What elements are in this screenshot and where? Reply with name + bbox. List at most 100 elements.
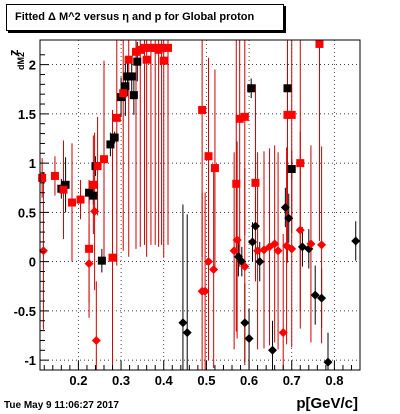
red-square-marker [100,155,108,164]
red-square-marker [240,112,249,121]
red-diamond-marker [295,225,305,235]
x-tick-label: 0.4 [155,373,174,388]
black-square-marker [89,191,98,200]
y-tick-label: 0.5 [18,205,36,220]
black-square-marker [106,140,115,149]
black-square-marker [127,72,136,81]
y-tick-label: 0 [29,255,36,270]
red-square-marker [315,39,324,48]
y-tick-label: 1.5 [18,107,36,122]
black-diamond-marker [268,345,278,355]
black-square-marker [129,91,138,100]
red-square-marker [124,55,133,64]
red-diamond-marker [270,239,280,249]
x-tick-label: 0.5 [197,373,215,388]
y-tick-label: -1 [24,353,36,368]
red-square-marker [119,89,128,98]
error-bars [41,40,357,370]
red-diamond-marker [232,235,242,245]
x-tick-label: 0.3 [112,373,130,388]
red-square-marker [146,43,155,52]
red-diamond-marker [278,328,288,338]
red-square-marker [76,195,85,204]
red-square-marker [132,47,140,56]
black-square-marker [283,84,292,93]
black-diamond-marker [182,328,192,338]
red-diamond-marker [38,246,48,256]
black-diamond-marker [317,293,327,303]
red-square-marker [108,253,117,262]
red-diamond-marker [287,244,297,254]
red-diamond-marker [253,246,263,256]
black-diamond-marker [240,318,250,328]
red-square-marker [59,185,68,194]
black-square-marker [61,180,70,189]
black-diamond-marker [280,202,290,212]
red-square-marker [283,110,292,119]
red-diamond-marker [90,206,100,216]
y-tick-label: -0.5 [14,304,36,319]
red-square-marker [140,43,149,52]
red-diamond-marker [209,265,219,275]
red-square-marker [287,110,296,119]
black-square-marker [123,72,132,81]
black-diamond-marker [250,221,260,231]
black-square-marker [133,57,142,66]
timestamp-footer: Tue May 9 11:06:27 2017 [4,400,119,411]
black-diamond-marker [178,318,188,328]
red-square-marker [85,244,94,253]
red-square-marker [235,114,244,123]
red-diamond-marker [200,286,210,296]
black-diamond-marker [255,257,265,267]
black-diamond-marker [244,333,254,343]
red-square-marker [204,152,213,161]
chart-title: Fitted Δ M^2 versus η and p for Global p… [15,11,255,23]
red-square-marker [68,198,76,207]
y-tick-label: 2 [29,58,36,73]
red-square-marker [157,43,166,52]
red-square-marker [89,180,98,189]
grid-lines [40,40,360,370]
red-diamond-marker [91,335,101,345]
y-tick-label: 1 [29,156,36,171]
plot-frame [39,39,361,371]
red-diamond-marker [84,259,94,269]
red-diamond-marker [317,240,327,250]
x-axis-label: p[GeV/c] [296,395,358,412]
red-diamond-marker [204,257,214,267]
black-diamond-marker [247,237,257,247]
red-square-marker [210,164,219,173]
red-diamond-marker [306,239,316,249]
black-square-marker [247,84,256,93]
black-diamond-marker [323,357,333,367]
black-diamond-marker [284,213,294,223]
x-tick-label: 0.2 [69,373,87,388]
black-diamond-marker [310,290,320,300]
black-square-marker [97,256,106,265]
black-diamond-marker [351,236,361,246]
red-square-marker [159,56,168,65]
red-square-marker [142,55,151,64]
red-square-marker [112,113,121,122]
black-square-marker [121,82,130,91]
red-square-marker [232,179,241,188]
black-square-marker [287,165,296,174]
red-square-marker [198,105,207,114]
x-tick-label: 0.6 [240,373,258,388]
x-tick-label: 0.7 [283,373,301,388]
red-diamond-marker [229,246,239,256]
data-markers [38,39,361,367]
axis-ticks: 0.2 0.3 0.4 0.5 0.6 0.7 0.8 -1 -0.5 0 0.5 1 1.5 2 [14,54,352,388]
red-square-marker [50,171,59,180]
black-square-marker [85,188,94,197]
red-square-marker [251,178,260,187]
red-square-marker [164,43,172,52]
red-square-marker [38,173,47,182]
red-square-marker [136,45,145,54]
red-diamond-marker [273,246,283,256]
x-tick-label: 0.8 [325,373,343,388]
red-square-marker [296,159,305,168]
red-square-marker [93,162,102,171]
